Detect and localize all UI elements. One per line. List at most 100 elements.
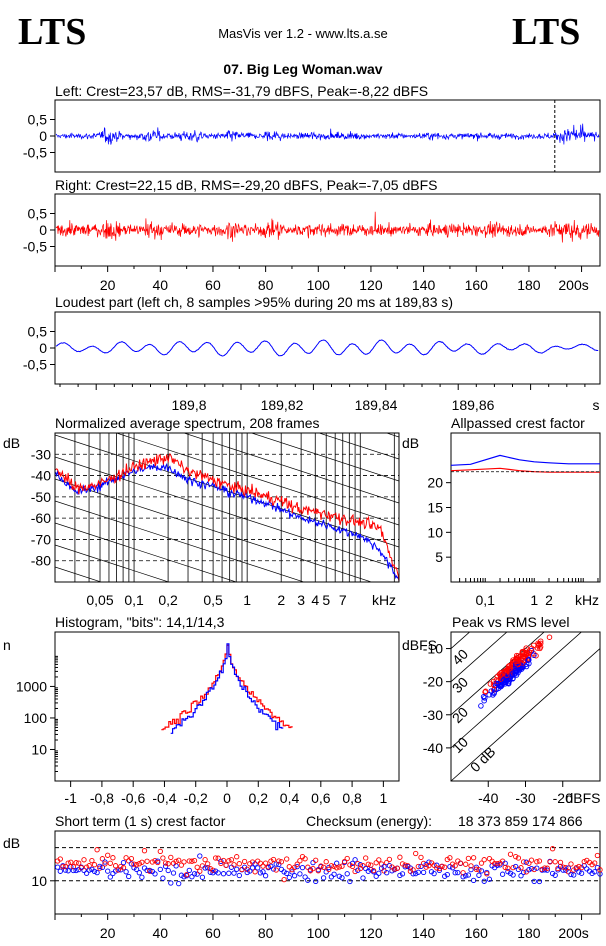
waveform-series xyxy=(55,123,600,145)
crest-point-left xyxy=(202,865,208,871)
crest-point-left xyxy=(544,867,550,873)
crest-point-right xyxy=(118,863,124,870)
crest-point-left xyxy=(320,875,327,881)
crest-point-left xyxy=(123,869,129,875)
crest-point-left xyxy=(534,865,540,871)
crest-point-left xyxy=(349,860,356,867)
crest-point-left xyxy=(497,862,503,868)
crest-point-left xyxy=(499,871,506,877)
diagonal-label: 20 xyxy=(449,704,471,726)
crest-point-right xyxy=(226,858,232,864)
y-tick-label: 0 xyxy=(39,340,47,356)
crest-point-right xyxy=(223,862,229,868)
crest-point-left xyxy=(455,869,461,876)
crest-point-right xyxy=(270,856,277,863)
crest-point-left xyxy=(194,871,200,877)
x-tick-label: 0 xyxy=(223,790,231,806)
x-tick-label: 80 xyxy=(258,925,274,941)
pvr-ylabel: dBFS xyxy=(402,637,437,653)
crest-point-left xyxy=(305,877,311,883)
crest-point-right xyxy=(83,864,90,870)
crest-point-left xyxy=(531,878,537,885)
y-tick-label: -60 xyxy=(31,510,51,526)
crest-point-left xyxy=(120,859,127,866)
pvr-point xyxy=(486,692,492,698)
crest-point-right xyxy=(302,856,308,862)
crest-point-left xyxy=(510,872,516,878)
x-tick-label: 100 xyxy=(307,925,331,941)
slope-line xyxy=(55,500,305,582)
crest-point-left xyxy=(384,870,390,876)
crest-point-right xyxy=(115,867,121,873)
crest-point-right xyxy=(286,864,292,870)
crest-point-right xyxy=(373,860,379,866)
x-tick-label: 189,84 xyxy=(355,397,398,413)
x-tick-label: -30 xyxy=(515,790,535,806)
crest-point-left xyxy=(197,853,203,859)
slope-line xyxy=(182,433,399,504)
x-tick-label: 200s xyxy=(558,277,588,293)
crest-point-left xyxy=(173,863,179,869)
x-tick-label: 2 xyxy=(277,592,285,608)
slope-line xyxy=(55,478,373,582)
crest-point-left xyxy=(105,868,111,874)
y-tick-label: -40 xyxy=(423,740,443,756)
crest-point-left xyxy=(463,873,469,879)
crest-point-left xyxy=(128,861,135,867)
crest-point-right xyxy=(581,858,587,865)
crest-point-left xyxy=(399,871,406,877)
x-tick-label: 40 xyxy=(153,925,169,941)
y-tick-label: -40 xyxy=(31,468,51,484)
crest-point-right xyxy=(528,857,535,863)
crest-point-right xyxy=(215,855,221,861)
plot-frame xyxy=(450,432,601,583)
crest-series-left xyxy=(450,454,600,466)
crest-point-left xyxy=(99,864,106,871)
crest-point-left xyxy=(576,869,582,875)
crest-point-right xyxy=(344,855,350,862)
x-tick-label: 3 xyxy=(297,592,305,608)
crest-point-right xyxy=(97,865,103,871)
x-tick-label: 40 xyxy=(153,277,169,293)
y-tick-label: 0,5 xyxy=(28,112,48,128)
crest-point-right xyxy=(476,867,482,873)
x-tick-label: 7 xyxy=(339,592,347,608)
crest-title: Allpassed crest factor xyxy=(451,415,585,431)
pvr-point xyxy=(482,688,489,695)
crest-point-right xyxy=(549,846,556,852)
crest-point-right xyxy=(252,869,258,875)
crest-point-left xyxy=(91,868,98,875)
x-tick-label: s xyxy=(593,397,600,413)
crest-point-right xyxy=(463,861,469,867)
crest-point-left xyxy=(413,870,419,877)
crest-point-left xyxy=(165,867,171,874)
crest-point-left xyxy=(360,875,366,881)
x-tick-label: 160 xyxy=(465,925,489,941)
crest-point-right xyxy=(594,852,601,859)
crest-point-right xyxy=(86,863,92,869)
x-tick-label: kHz xyxy=(372,592,396,608)
x-tick-label: -1 xyxy=(64,790,77,806)
crest-point-left xyxy=(299,864,306,871)
y-tick-label: -0,5 xyxy=(23,357,47,373)
crest-point-left xyxy=(418,863,424,870)
crest-point-right xyxy=(202,856,208,863)
crest-point-left xyxy=(352,857,358,863)
slope-line xyxy=(55,303,399,415)
x-tick-label: -20 xyxy=(553,790,573,806)
crest-point-left xyxy=(481,878,487,884)
crest-point-left xyxy=(226,870,232,876)
x-tick-label: -0,2 xyxy=(184,790,208,806)
crest-point-right xyxy=(370,867,377,874)
crest-point-right xyxy=(518,865,524,871)
crest-point-right xyxy=(183,872,190,878)
crest-point-left xyxy=(339,875,345,881)
crest-point-left xyxy=(402,864,408,870)
crest-point-left xyxy=(460,874,466,880)
crest-point-right xyxy=(360,863,366,869)
crest-point-right xyxy=(65,860,71,866)
crest-point-right xyxy=(576,863,582,870)
pvr-point xyxy=(515,663,522,670)
crest-point-left xyxy=(210,870,216,876)
crest-point-right xyxy=(568,861,574,867)
